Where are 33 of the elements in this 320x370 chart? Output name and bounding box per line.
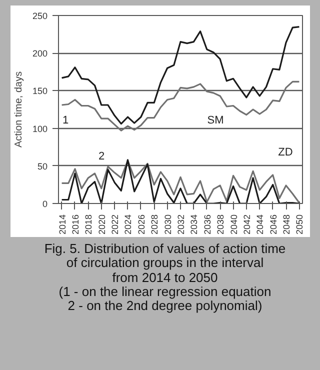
x-tick-label: 2016 (70, 214, 80, 235)
y-tick-label: 50 (37, 161, 48, 172)
annotation: 1 (62, 114, 69, 126)
y-tick-label: 100 (32, 124, 48, 134)
x-tick-label: 2020 (96, 214, 107, 235)
x-tick-label: 2014 (57, 214, 68, 235)
x-tick-label: 2050 (294, 214, 305, 235)
x-tick-label: 2018 (84, 214, 94, 235)
x-tick-label: 2026 (136, 214, 146, 235)
y-tick-label: 200 (32, 48, 48, 59)
x-tick-label: 2022 (110, 214, 120, 235)
annotation: SM (207, 114, 224, 126)
x-tick-label: 2036 (202, 214, 212, 235)
x-tick-label: 2032 (176, 214, 186, 235)
x-tick-label: 2044 (255, 214, 266, 235)
x-tick-label: 2040 (228, 214, 239, 235)
y-tick-label: 0 (42, 199, 48, 209)
x-tick-label: 2024 (123, 214, 134, 235)
x-tick-label: 2030 (162, 214, 173, 235)
y-axis-title: Action time, days (13, 71, 24, 148)
annotation: 2 (98, 150, 105, 162)
y-tick-label: 150 (32, 86, 48, 96)
y-tick-label: 250 (32, 11, 48, 21)
x-tick-label: 2042 (242, 214, 252, 235)
line-series (60, 26, 300, 125)
caption: Fig. 5. Distribution of values of action time of circulation groups in the interval from 2014 to 2050 (1 - on the linear regression equation 2 - on the 2nd degree polynomial) (44, 241, 286, 314)
annotation: ZD (278, 146, 293, 158)
line-series (60, 80, 300, 132)
x-tick-label: 2046 (268, 214, 278, 235)
x-tick-label: 2028 (150, 214, 160, 235)
x-tick-label: 2048 (282, 214, 292, 235)
x-tick-label: 2034 (189, 214, 200, 235)
x-tick-label: 2038 (216, 214, 226, 235)
